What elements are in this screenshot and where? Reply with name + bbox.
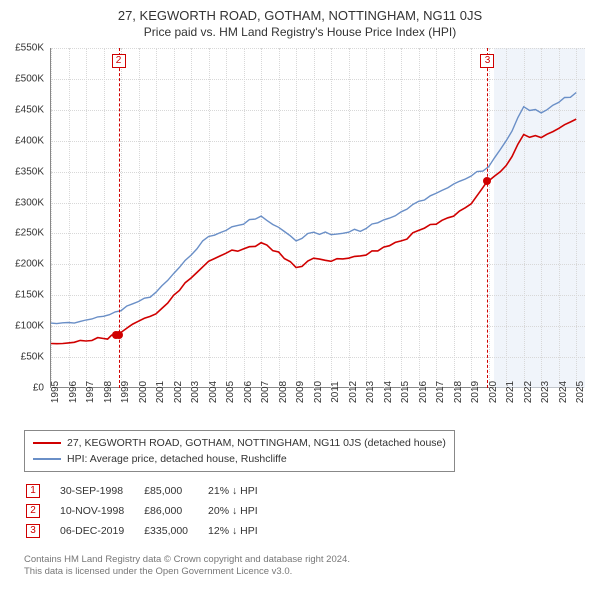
y-axis-label: £150K <box>15 290 44 301</box>
x-axis-label: 2015 <box>400 381 411 403</box>
x-axis-label: 2013 <box>365 381 376 403</box>
x-axis-label: 2024 <box>558 381 569 403</box>
event-price: £335,000 <box>144 522 206 540</box>
y-axis-label: £500K <box>15 73 44 84</box>
event-date: 10-NOV-1998 <box>60 502 142 520</box>
y-axis-label: £0 <box>33 383 44 394</box>
event-row: 1 30-SEP-1998£85,00021% ↓ HPI <box>26 482 276 500</box>
y-axis-label: £400K <box>15 135 44 146</box>
page-title-line2: Price paid vs. HM Land Registry's House … <box>0 25 600 39</box>
event-delta: 12% ↓ HPI <box>208 522 276 540</box>
x-axis-label: 2014 <box>383 381 394 403</box>
x-axis-label: 1997 <box>85 381 96 403</box>
legend-item: HPI: Average price, detached house, Rush… <box>33 451 446 467</box>
event-marker-box: 2 <box>112 54 126 68</box>
y-axis-label: £550K <box>15 43 44 54</box>
x-axis-label: 1998 <box>103 381 114 403</box>
series-line <box>51 93 576 324</box>
x-axis-label: 2011 <box>330 381 341 403</box>
y-axis-label: £250K <box>15 228 44 239</box>
x-axis-label: 2012 <box>348 381 359 403</box>
x-axis-label: 1995 <box>50 381 61 403</box>
attribution-line1: Contains HM Land Registry data © Crown c… <box>24 554 350 566</box>
event-date: 06-DEC-2019 <box>60 522 142 540</box>
data-point-dot <box>115 331 123 339</box>
attribution-text: Contains HM Land Registry data © Crown c… <box>24 554 350 578</box>
plot-area: 23 <box>50 48 584 388</box>
x-axis-label: 2009 <box>295 381 306 403</box>
x-axis-label: 2003 <box>190 381 201 403</box>
x-axis-label: 2001 <box>155 381 166 403</box>
y-axis-label: £450K <box>15 104 44 115</box>
event-marker-line <box>487 48 488 388</box>
data-point-dot <box>483 177 491 185</box>
chart-legend: 27, KEGWORTH ROAD, GOTHAM, NOTTINGHAM, N… <box>24 430 455 472</box>
x-axis-label: 2020 <box>488 381 499 403</box>
event-row: 2 10-NOV-1998£86,00020% ↓ HPI <box>26 502 276 520</box>
event-date: 30-SEP-1998 <box>60 482 142 500</box>
x-axis-label: 2007 <box>260 381 271 403</box>
x-axis-label: 2022 <box>523 381 534 403</box>
y-axis-label: £100K <box>15 321 44 332</box>
event-marker-box: 3 <box>480 54 494 68</box>
event-delta: 21% ↓ HPI <box>208 482 276 500</box>
y-axis-label: £300K <box>15 197 44 208</box>
x-axis-label: 2016 <box>418 381 429 403</box>
y-axis-label: £50K <box>21 352 44 363</box>
legend-label: HPI: Average price, detached house, Rush… <box>67 453 287 465</box>
x-axis-label: 2008 <box>278 381 289 403</box>
x-axis-label: 2025 <box>575 381 586 403</box>
legend-swatch <box>33 442 61 444</box>
events-table: 1 30-SEP-1998£85,00021% ↓ HPI 2 10-NOV-1998… <box>24 480 278 542</box>
x-axis-label: 2004 <box>208 381 219 403</box>
event-price: £85,000 <box>144 482 206 500</box>
event-price: £86,000 <box>144 502 206 520</box>
x-axis-label: 2000 <box>138 381 149 403</box>
legend-swatch <box>33 458 61 460</box>
page-title-line1: 27, KEGWORTH ROAD, GOTHAM, NOTTINGHAM, N… <box>0 8 600 23</box>
chart-lines-svg <box>51 48 585 388</box>
x-axis-label: 1999 <box>120 381 131 403</box>
x-axis-label: 2019 <box>470 381 481 403</box>
x-axis-label: 2002 <box>173 381 184 403</box>
y-axis-label: £350K <box>15 166 44 177</box>
event-delta: 20% ↓ HPI <box>208 502 276 520</box>
x-axis-label: 2017 <box>435 381 446 403</box>
legend-label: 27, KEGWORTH ROAD, GOTHAM, NOTTINGHAM, N… <box>67 437 446 449</box>
y-axis-label: £200K <box>15 259 44 270</box>
legend-item: 27, KEGWORTH ROAD, GOTHAM, NOTTINGHAM, N… <box>33 435 446 451</box>
event-number-box: 1 <box>26 484 40 498</box>
price-chart: 23 £0£50K£100K£150K£200K£250K£300K£350K£… <box>50 48 584 418</box>
event-number-box: 3 <box>26 524 40 538</box>
attribution-line2: This data is licensed under the Open Gov… <box>24 566 350 578</box>
event-number-box: 2 <box>26 504 40 518</box>
x-axis-label: 2006 <box>243 381 254 403</box>
x-axis-label: 2021 <box>505 381 516 403</box>
x-axis-label: 2010 <box>313 381 324 403</box>
x-axis-label: 2005 <box>225 381 236 403</box>
event-row: 3 06-DEC-2019£335,00012% ↓ HPI <box>26 522 276 540</box>
x-axis-label: 1996 <box>68 381 79 403</box>
x-axis-label: 2018 <box>453 381 464 403</box>
x-axis-label: 2023 <box>540 381 551 403</box>
